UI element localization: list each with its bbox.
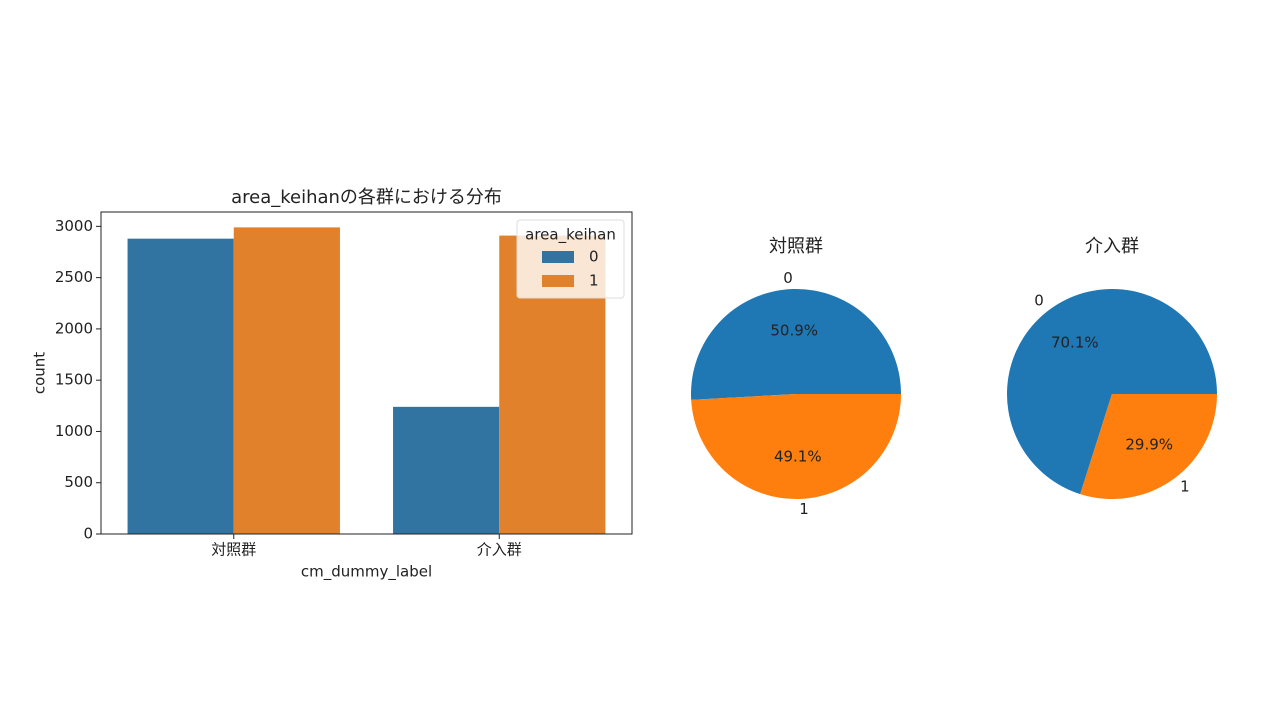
chart-title: 介入群 (1085, 236, 1139, 257)
chart-title: 対照群 (769, 236, 823, 257)
y-axis-label: count (31, 352, 49, 394)
y-tick-label: 3000 (55, 217, 93, 235)
y-tick-label: 500 (64, 473, 93, 491)
legend-swatch (542, 275, 574, 287)
slice-label: 1 (1180, 478, 1190, 496)
y-tick-label: 2500 (55, 268, 93, 286)
pie-slice (691, 394, 901, 500)
slice-percent: 29.9% (1125, 435, 1173, 453)
plot-frame (100, 211, 633, 535)
bar (127, 238, 234, 534)
slice-percent: 49.1% (774, 447, 822, 465)
slice-label: 0 (783, 269, 793, 287)
bar (393, 406, 500, 534)
y-tick-label: 1000 (55, 422, 93, 440)
bar (233, 227, 340, 534)
legend-swatch (542, 251, 574, 263)
pie-slice (691, 289, 901, 400)
chart-title: area_keihanの各群における分布 (231, 187, 502, 208)
slice-label: 1 (799, 500, 809, 518)
y-tick-label: 1500 (55, 371, 93, 389)
x-tick-label: 介入群 (477, 541, 522, 559)
pie-slice (1080, 394, 1217, 500)
slice-percent: 70.1% (1051, 334, 1099, 352)
x-axis-label: cm_dummy_label (301, 563, 432, 582)
pie-slice (1007, 289, 1217, 495)
slice-percent: 50.9% (770, 322, 818, 340)
legend-label: 0 (589, 248, 599, 266)
x-tick-label: 対照群 (211, 541, 256, 559)
legend-label: 1 (589, 272, 599, 290)
slice-label: 0 (1034, 291, 1044, 309)
y-tick-label: 0 (83, 525, 93, 543)
legend-title: area_keihan (525, 226, 616, 245)
y-tick-label: 2000 (55, 319, 93, 337)
